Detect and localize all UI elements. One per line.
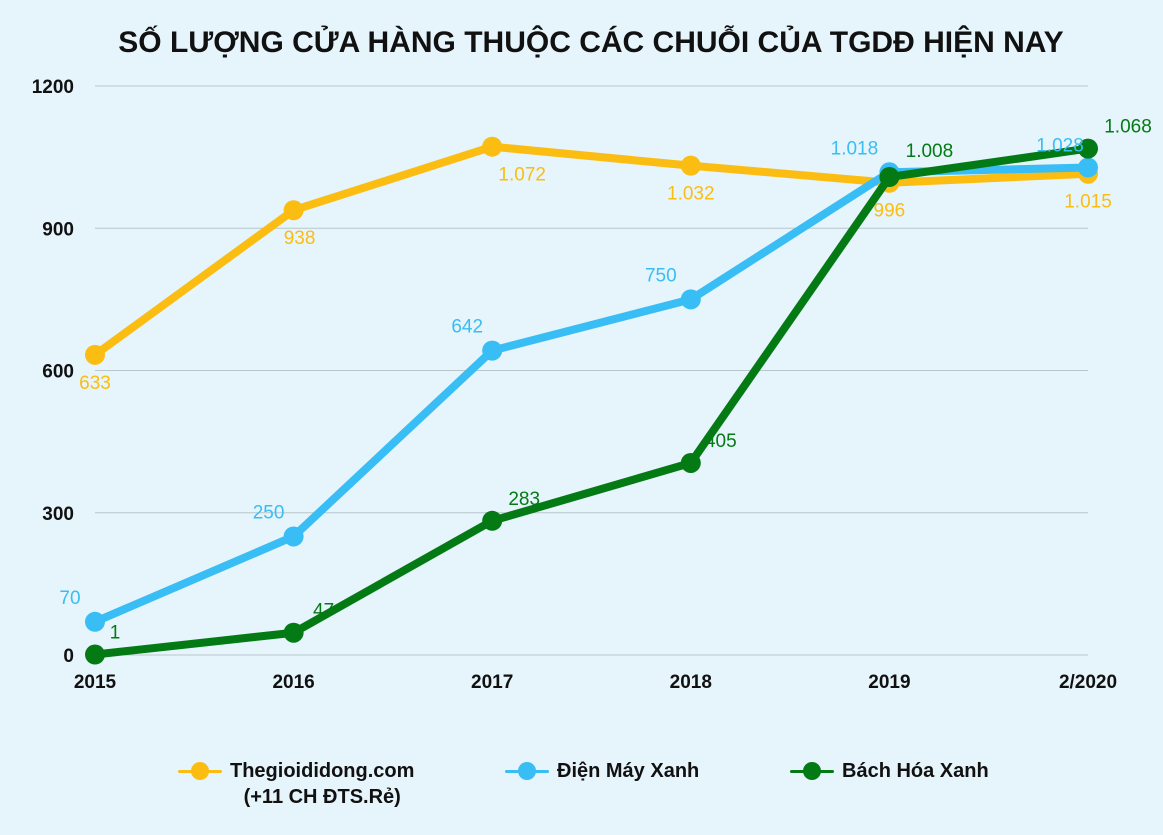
data-label-bach-hoa-xanh-2-2020: 1.068 <box>1104 117 1152 138</box>
legend-item-dien-may-xanh: Điện Máy Xanh <box>505 758 699 784</box>
data-label-thegioididong-2017: 1.072 <box>498 165 546 186</box>
data-label-dien-may-xanh-2018: 750 <box>645 265 677 286</box>
y-tick-label-0: 0 <box>63 646 74 667</box>
chart-title: SỐ LƯỢNG CỬA HÀNG THUỘC CÁC CHUỖI CỦA TG… <box>118 25 1063 59</box>
data-label-bach-hoa-xanh-2019: 1.008 <box>906 141 954 162</box>
point-dien-may-xanh-2017 <box>482 340 503 361</box>
y-tick-label-900: 900 <box>42 219 74 240</box>
legend: Thegioididong.com (+11 CH ĐTS.Rẻ) Điện M… <box>0 758 1163 818</box>
point-thegioididong-2018 <box>680 155 701 176</box>
point-thegioididong-2015 <box>85 344 105 365</box>
legend-swatch-dien-may-xanh <box>505 759 549 783</box>
legend-swatch-bach-hoa-xanh <box>790 759 834 783</box>
data-label-bach-hoa-xanh-2018: 405 <box>705 431 737 452</box>
y-tick-label-1200: 1200 <box>32 77 74 98</box>
point-bach-hoa-xanh-2-2020 <box>1078 138 1098 159</box>
point-dien-may-xanh-2018 <box>680 289 701 310</box>
data-label-thegioididong-2-2020: 1.015 <box>1064 192 1112 213</box>
legend-item-thegioididong: Thegioididong.com (+11 CH ĐTS.Rẻ) <box>178 758 414 810</box>
x-tick-label-2-2020: 2/2020 <box>1059 672 1117 693</box>
legend-label-line1: Thegioididong.com <box>230 760 415 782</box>
data-label-thegioididong-2018: 1.032 <box>667 184 715 205</box>
y-tick-label-600: 600 <box>42 362 74 383</box>
point-thegioididong-2016 <box>283 200 304 221</box>
data-label-thegioididong-2016: 938 <box>284 228 316 249</box>
y-tick-label-300: 300 <box>42 504 74 525</box>
x-tick-label-2019: 2019 <box>868 672 910 693</box>
legend-item-bach-hoa-xanh: Bách Hóa Xanh <box>790 758 989 784</box>
data-label-dien-may-xanh-2-2020: 1.028 <box>1036 136 1084 157</box>
line-chart: SỐ LƯỢNG CỬA HÀNG THUỘC CÁC CHUỖI CỦA TG… <box>32 25 1152 693</box>
data-label-bach-hoa-xanh-2017: 283 <box>508 489 540 510</box>
legend-label-bach-hoa-xanh: Bách Hóa Xanh <box>842 760 989 782</box>
point-bach-hoa-xanh-2019 <box>879 167 900 188</box>
point-bach-hoa-xanh-2015 <box>85 644 105 665</box>
point-bach-hoa-xanh-2017 <box>482 510 503 531</box>
point-thegioididong-2017 <box>482 136 503 157</box>
point-dien-may-xanh-2015 <box>85 611 105 632</box>
x-tick-label-2018: 2018 <box>670 672 712 693</box>
data-label-thegioididong-2019: 996 <box>874 201 906 222</box>
legend-label-line2: (+11 CH ĐTS.Rẻ) <box>243 786 401 808</box>
point-dien-may-xanh-2016 <box>283 526 304 547</box>
data-label-dien-may-xanh-2017: 642 <box>451 317 483 338</box>
data-label-dien-may-xanh-2016: 250 <box>253 502 285 523</box>
x-tick-label-2017: 2017 <box>471 672 513 693</box>
point-bach-hoa-xanh-2016 <box>283 622 304 643</box>
series-line-thegioididong <box>91 142 1092 359</box>
legend-swatch-thegioididong <box>178 759 222 783</box>
data-label-bach-hoa-xanh-2016: 47 <box>313 601 334 622</box>
x-tick-label-2016: 2016 <box>272 672 314 693</box>
data-label-thegioididong-2015: 633 <box>79 373 111 394</box>
series-line-dien-may-xanh <box>91 163 1092 626</box>
series-line-bach-hoa-xanh <box>91 144 1092 659</box>
data-label-bach-hoa-xanh-2015: 1 <box>110 623 121 644</box>
data-label-dien-may-xanh-2019: 1.018 <box>831 138 879 159</box>
data-label-dien-may-xanh-2015: 70 <box>59 588 80 609</box>
legend-label-thegioididong: Thegioididong.com (+11 CH ĐTS.Rẻ) <box>230 758 414 810</box>
x-tick-label-2015: 2015 <box>74 672 117 693</box>
point-dien-may-xanh-2-2020 <box>1078 157 1098 178</box>
point-bach-hoa-xanh-2018 <box>680 452 701 473</box>
legend-label-dien-may-xanh: Điện Máy Xanh <box>557 760 700 782</box>
